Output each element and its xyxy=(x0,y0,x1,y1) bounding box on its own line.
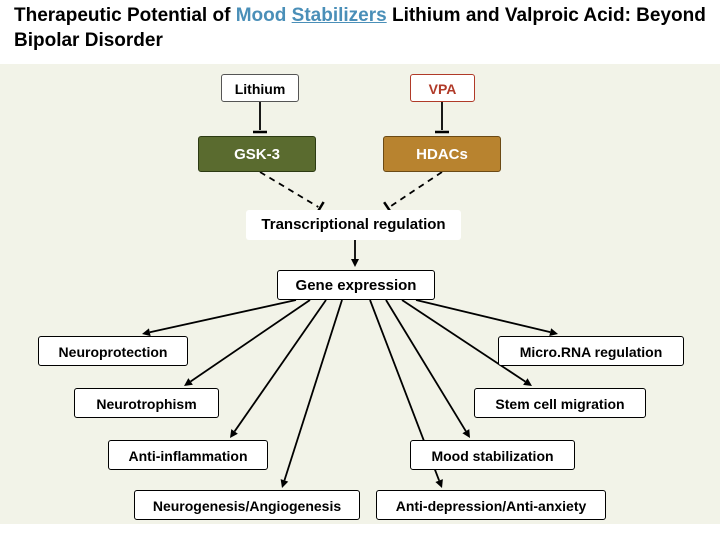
node-neurotro: Neurotrophism xyxy=(74,388,219,418)
node-gsk: GSK-3 xyxy=(198,136,316,172)
node-vpa: VPA xyxy=(410,74,475,102)
node-neurogen: Neurogenesis/Angiogenesis xyxy=(134,490,360,520)
title-underline: Stabilizers xyxy=(292,5,387,26)
node-transcr: Transcriptional regulation xyxy=(246,210,461,240)
title-prefix: Therapeutic Potential of xyxy=(14,5,236,26)
node-stemcell: Stem cell migration xyxy=(474,388,646,418)
node-antidep: Anti-depression/Anti-anxiety xyxy=(376,490,606,520)
node-lithium: Lithium xyxy=(221,74,299,102)
title-accent: Mood xyxy=(236,5,292,26)
node-antiinfl: Anti-inflammation xyxy=(108,440,268,470)
node-microrna: Micro.RNA regulation xyxy=(498,336,684,366)
node-moodstab: Mood stabilization xyxy=(410,440,575,470)
node-hdacs: HDACs xyxy=(383,136,501,172)
node-neuroprot: Neuroprotection xyxy=(38,336,188,366)
page-title: Therapeutic Potential of Mood Stabilizer… xyxy=(14,4,706,53)
node-geneexpr: Gene expression xyxy=(277,270,435,300)
